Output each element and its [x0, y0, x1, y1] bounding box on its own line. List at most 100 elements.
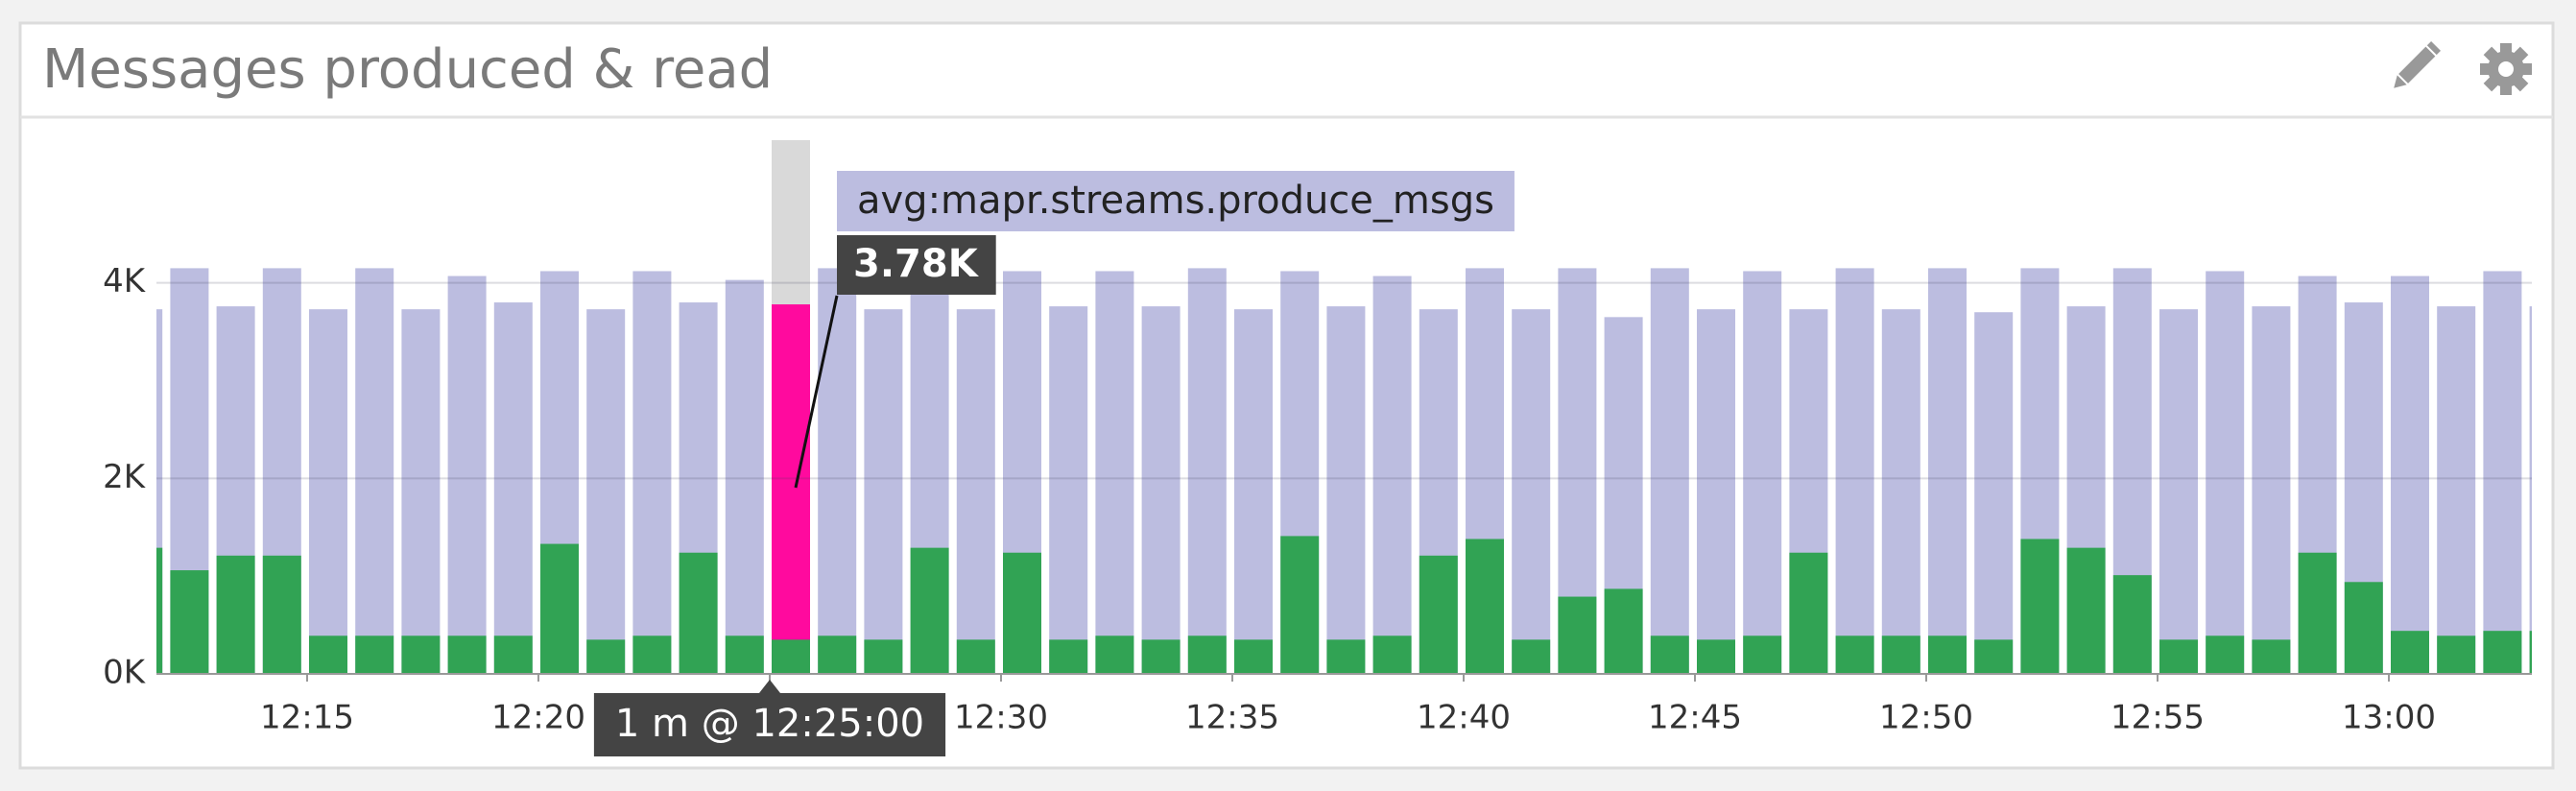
- bar[interactable]: [1743, 635, 1782, 674]
- x-tick-label: 12:50: [1879, 699, 1973, 737]
- bar[interactable]: [2391, 276, 2429, 674]
- bar[interactable]: [124, 309, 163, 674]
- bar[interactable]: [725, 279, 764, 674]
- bar[interactable]: [1650, 268, 1689, 674]
- bar[interactable]: [1974, 312, 2014, 674]
- bar[interactable]: [1141, 639, 1181, 674]
- bar[interactable]: [2020, 539, 2060, 674]
- edit-icon[interactable]: [2389, 41, 2441, 93]
- bar[interactable]: [401, 635, 441, 674]
- bar[interactable]: [1881, 309, 1920, 674]
- bar[interactable]: [1049, 639, 1088, 674]
- bar[interactable]: [1974, 639, 2014, 674]
- bar[interactable]: [2252, 639, 2291, 674]
- bar[interactable]: [679, 552, 718, 674]
- bar[interactable]: [1095, 271, 1134, 674]
- bar[interactable]: [2252, 306, 2291, 674]
- bar[interactable]: [493, 302, 533, 674]
- bar[interactable]: [1928, 635, 1967, 674]
- bar[interactable]: [355, 268, 394, 674]
- bar[interactable]: [447, 276, 487, 674]
- bar[interactable]: [632, 635, 672, 674]
- bar[interactable]: [2483, 271, 2522, 674]
- bar[interactable]: [1280, 536, 1320, 674]
- bar[interactable]: [2298, 552, 2337, 674]
- bar[interactable]: [725, 635, 764, 674]
- bar[interactable]: [1512, 639, 1551, 674]
- bar[interactable]: [2437, 635, 2476, 674]
- bar[interactable]: [818, 635, 857, 674]
- bar[interactable]: [1697, 309, 1735, 674]
- bar[interactable]: [2529, 631, 2568, 674]
- bar[interactable]: [910, 547, 949, 674]
- bar[interactable]: [2112, 575, 2152, 674]
- bar[interactable]: [586, 639, 626, 674]
- bar[interactable]: [956, 309, 995, 674]
- bar[interactable]: [772, 639, 810, 674]
- bar[interactable]: [586, 309, 626, 674]
- bar[interactable]: [1234, 639, 1273, 674]
- bar[interactable]: [124, 547, 163, 674]
- bar[interactable]: [1003, 552, 1041, 674]
- bar[interactable]: [1928, 268, 1967, 674]
- bar[interactable]: [1604, 588, 1643, 674]
- bar[interactable]: [493, 635, 533, 674]
- bar[interactable]: [1187, 268, 1227, 674]
- bar[interactable]: [170, 570, 209, 674]
- bar[interactable]: [2529, 306, 2568, 674]
- bar[interactable]: [1049, 306, 1088, 674]
- tooltip-value: 3.78K: [853, 242, 980, 286]
- bar[interactable]: [2159, 639, 2198, 674]
- bar[interactable]: [818, 268, 857, 674]
- bar[interactable]: [1558, 596, 1597, 674]
- bar[interactable]: [540, 543, 579, 674]
- bar[interactable]: [956, 639, 995, 674]
- bar[interactable]: [1466, 539, 1504, 674]
- bar[interactable]: [772, 304, 810, 674]
- bar[interactable]: [2206, 271, 2245, 674]
- bar[interactable]: [1835, 635, 1874, 674]
- bar[interactable]: [1372, 276, 1412, 674]
- bar[interactable]: [1881, 635, 1920, 674]
- bar[interactable]: [1789, 552, 1828, 674]
- bar[interactable]: [2066, 547, 2106, 674]
- bar[interactable]: [1650, 635, 1689, 674]
- bar[interactable]: [1187, 635, 1227, 674]
- tooltip-series-name: avg:mapr.streams.produce_msgs: [857, 179, 1494, 223]
- bar[interactable]: [1141, 306, 1181, 674]
- y-tick-label: 0K: [103, 654, 147, 692]
- y-tick-label: 2K: [103, 458, 147, 496]
- x-tick-label: 12:40: [1417, 699, 1511, 737]
- bar[interactable]: [1326, 306, 1366, 674]
- bar[interactable]: [1512, 309, 1551, 674]
- bar[interactable]: [2437, 306, 2476, 674]
- x-tick-label: 12:45: [1648, 699, 1742, 737]
- bar[interactable]: [1835, 268, 1874, 674]
- bar[interactable]: [864, 309, 903, 674]
- hover-time-caret: [759, 680, 780, 693]
- bar[interactable]: [309, 635, 347, 674]
- bar[interactable]: [2206, 635, 2245, 674]
- bar[interactable]: [1326, 639, 1366, 674]
- bar[interactable]: [309, 309, 347, 674]
- bar[interactable]: [632, 271, 672, 674]
- bar[interactable]: [216, 555, 255, 674]
- settings-icon[interactable]: [2480, 43, 2532, 95]
- bar[interactable]: [1372, 635, 1412, 674]
- bar[interactable]: [1419, 555, 1458, 674]
- bar[interactable]: [864, 639, 903, 674]
- bar[interactable]: [2483, 631, 2522, 674]
- bar[interactable]: [262, 555, 301, 674]
- bar[interactable]: [1697, 639, 1735, 674]
- bar[interactable]: [355, 635, 394, 674]
- bar[interactable]: [1234, 309, 1273, 674]
- bar[interactable]: [2391, 631, 2429, 674]
- x-tick-label: 12:35: [1185, 699, 1279, 737]
- bar[interactable]: [2159, 309, 2198, 674]
- bar[interactable]: [2344, 582, 2383, 674]
- bar[interactable]: [447, 635, 487, 674]
- bar[interactable]: [401, 309, 441, 674]
- bar[interactable]: [1743, 271, 1782, 674]
- bar[interactable]: [1095, 635, 1134, 674]
